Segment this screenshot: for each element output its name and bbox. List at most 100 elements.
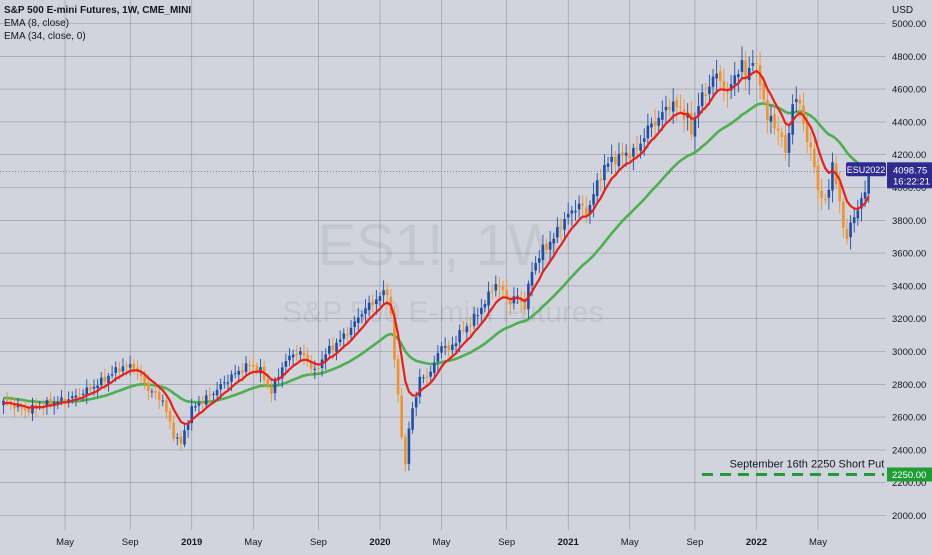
candle-body [541, 244, 545, 261]
candle-body [411, 408, 414, 430]
candle-body [414, 397, 418, 408]
candle-body [309, 360, 313, 369]
candle-body [233, 373, 237, 375]
y-tick-label: 4200.00 [892, 150, 926, 161]
candle-body [632, 147, 635, 157]
candle-body [273, 380, 277, 394]
candle-body [805, 121, 809, 143]
candle-body [820, 190, 823, 198]
candle-body [172, 422, 175, 439]
contract-tag [846, 162, 886, 177]
candle-body [179, 436, 183, 444]
x-tick-label: May [433, 537, 451, 548]
y-tick-label: 3800.00 [892, 216, 926, 227]
candle-body [302, 352, 306, 356]
candle-body [143, 375, 146, 384]
candle-body [776, 128, 780, 131]
candle-body [585, 207, 588, 216]
candle-body [472, 313, 476, 326]
x-tick-label: 2019 [181, 537, 202, 548]
candle-body [845, 229, 849, 240]
candle-body [570, 210, 574, 214]
contract-tag-label: ESU2022 [847, 165, 886, 175]
candle-body [382, 290, 385, 296]
candle-body [5, 399, 9, 401]
candle-body [360, 314, 364, 317]
currency-label: USD [892, 5, 914, 16]
candle-body [773, 113, 776, 129]
candle-body [349, 327, 353, 336]
candle-body [559, 226, 563, 228]
candle-body [451, 344, 454, 351]
candle-body [324, 354, 327, 362]
candle-body [157, 391, 161, 401]
candle-body [385, 289, 389, 296]
candle-body [241, 370, 244, 373]
candle-body [103, 376, 107, 382]
candle-body [346, 334, 349, 336]
candle-body [711, 76, 715, 87]
candle-body [31, 404, 34, 414]
x-tick-label: Sep [310, 537, 327, 548]
candle-body [396, 359, 400, 395]
candle-body [70, 396, 74, 399]
ema-slow-legend[interactable]: EMA (34, close, 0) [4, 31, 86, 42]
candle-body [867, 171, 870, 194]
candle-body [118, 368, 121, 372]
candle-body [121, 366, 125, 372]
y-tick-label: 2800.00 [892, 380, 926, 391]
candle-body [769, 115, 773, 122]
candle-body [266, 379, 270, 386]
candle-body [367, 302, 371, 310]
candle-body [813, 148, 816, 168]
y-tick-label: 3200.00 [892, 314, 926, 325]
price-tag-value: 4098.75 [893, 165, 927, 176]
candle-body [16, 405, 20, 408]
short-put-label: September 16th 2250 Short Put [730, 459, 885, 471]
candle-body [284, 361, 288, 367]
y-tick-label: 4400.00 [892, 117, 926, 128]
candle-body [838, 182, 842, 202]
candle-body [563, 219, 566, 230]
candle-body [465, 326, 469, 333]
candle-body [215, 389, 219, 396]
candle-body [404, 436, 407, 465]
candle-body [92, 386, 96, 389]
candle-body [85, 387, 89, 396]
candle-body [208, 394, 212, 396]
symbol-title[interactable]: S&P 500 E-mini Futures, 1W, CME_MINI [4, 5, 192, 16]
candle-body [23, 408, 27, 411]
candle-body [740, 60, 744, 73]
candle-body [56, 401, 60, 403]
candle-body [288, 355, 291, 361]
candle-body [718, 71, 722, 81]
y-tick-label: 2600.00 [892, 413, 926, 424]
candle-body [726, 92, 729, 94]
candle-body [650, 123, 653, 128]
candle-body [60, 397, 63, 401]
watermark-name: S&P 500 E-mini Futures [282, 296, 603, 329]
candle-body [280, 367, 284, 379]
candle-body [516, 295, 519, 297]
candle-body [114, 367, 118, 373]
candle-body [317, 368, 320, 370]
candle-body [375, 299, 378, 305]
candle-body [621, 152, 624, 156]
candle-body [78, 395, 81, 397]
candle-body [509, 300, 512, 305]
candle-body [89, 387, 92, 390]
ema-fast-legend[interactable]: EMA (8, close) [4, 18, 70, 29]
candle-body [251, 364, 255, 367]
candle-body [798, 99, 802, 104]
candle-body [136, 367, 139, 371]
candle-body [603, 164, 606, 181]
candle-body [201, 402, 204, 404]
candle-body [270, 387, 273, 394]
candle-body [425, 376, 429, 378]
candle-body [715, 73, 718, 79]
candle-body [67, 399, 70, 402]
candle-body [443, 346, 447, 348]
x-tick-label: 2021 [558, 537, 580, 548]
